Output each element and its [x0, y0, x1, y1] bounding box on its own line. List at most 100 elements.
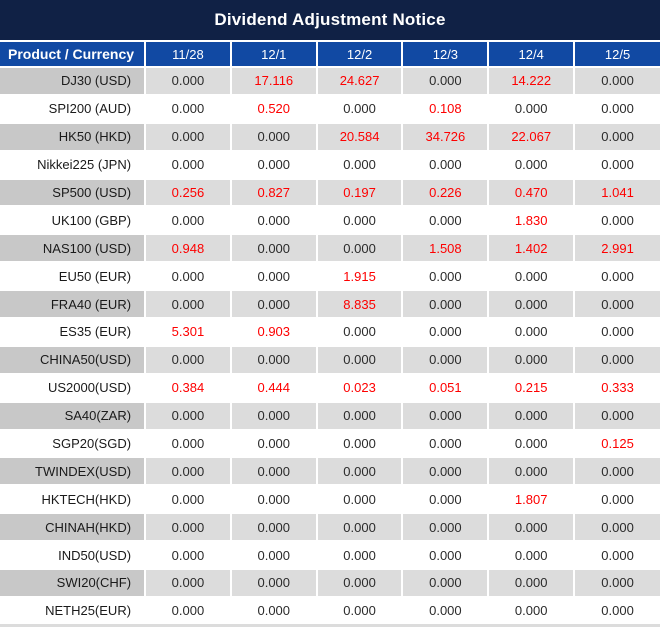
product-cell: HKTECH(HKD): [0, 484, 146, 514]
table-row: NETH25(EUR) 0.000 0.000 0.000 0.000 0.000 0.00…: [0, 595, 660, 624]
value-cell: 0.000: [315, 344, 403, 374]
value-cell: 0.000: [401, 261, 489, 291]
value-cell: 0.000: [573, 595, 660, 624]
value-cell: 0.000: [573, 317, 660, 346]
title-bar: Dividend Adjustment Notice: [0, 0, 660, 40]
table-row: HKTECH(HKD) 0.000 0.000 0.000 0.000 1.807 0.00…: [0, 484, 660, 514]
value-cell: 0.000: [229, 456, 317, 486]
col-header-product: Product / Currency: [0, 40, 146, 67]
value-cell: 2.991: [573, 233, 660, 263]
value-cell: 8.835: [315, 289, 403, 319]
table-row: FRA40 (EUR) 0.000 0.000 8.835 0.000 0.000 0.00…: [0, 289, 660, 319]
value-cell: 0.000: [573, 456, 660, 486]
value-cell: 0.023: [315, 372, 403, 402]
product-cell: ES35 (EUR): [0, 317, 146, 346]
value-cell: 0.000: [487, 261, 575, 291]
value-cell: 0.470: [487, 177, 575, 207]
value-cell: 0.000: [487, 93, 575, 123]
value-cell: 0.000: [401, 540, 489, 570]
value-cell: 0.000: [573, 205, 660, 235]
value-cell: 0.051: [401, 372, 489, 402]
value-cell: 0.000: [315, 512, 403, 542]
page-title: Dividend Adjustment Notice: [214, 10, 446, 29]
value-cell: 0.333: [573, 372, 660, 402]
product-cell: CHINAH(HKD): [0, 512, 146, 542]
value-cell: 0.000: [573, 484, 660, 514]
table-row: CHINA50(USD) 0.000 0.000 0.000 0.000 0.000 0.0…: [0, 344, 660, 374]
table-row: NAS100 (USD) 0.948 0.000 0.000 1.508 1.402 2.9…: [0, 233, 660, 263]
value-cell: 0.000: [315, 233, 403, 263]
value-cell: 0.000: [229, 205, 317, 235]
table-row: UK100 (GBP) 0.000 0.000 0.000 0.000 1.830 0.00…: [0, 205, 660, 235]
value-cell: 0.000: [401, 289, 489, 319]
value-cell: 0.000: [315, 595, 403, 624]
value-cell: 1.830: [487, 205, 575, 235]
value-cell: 0.000: [144, 261, 231, 291]
value-cell: 0.000: [487, 149, 575, 179]
value-cell: 0.000: [573, 568, 660, 597]
value-cell: 14.222: [487, 66, 575, 95]
col-header-date: 12/1: [229, 40, 317, 67]
value-cell: 0.000: [229, 512, 317, 542]
value-cell: 0.000: [401, 66, 489, 95]
value-cell: 0.000: [573, 540, 660, 570]
value-cell: 0.000: [229, 484, 317, 514]
table-row: ES35 (EUR) 5.301 0.903 0.000 0.000 0.000 0.000: [0, 317, 660, 346]
value-cell: 0.000: [229, 261, 317, 291]
product-cell: TWINDEX(USD): [0, 456, 146, 486]
product-cell: EU50 (EUR): [0, 261, 146, 291]
value-cell: 0.000: [315, 400, 403, 430]
value-cell: 0.000: [229, 289, 317, 319]
value-cell: 0.000: [144, 540, 231, 570]
value-cell: 0.000: [401, 512, 489, 542]
product-cell: SGP20(SGD): [0, 428, 146, 458]
col-header-date: 12/4: [487, 40, 575, 67]
value-cell: 1.402: [487, 233, 575, 263]
value-cell: 0.000: [144, 456, 231, 486]
value-cell: 0.000: [401, 344, 489, 374]
value-cell: 0.000: [401, 317, 489, 346]
value-cell: 0.000: [487, 400, 575, 430]
table-row: SP500 (USD) 0.256 0.827 0.197 0.226 0.470 1.04…: [0, 177, 660, 207]
value-cell: 0.000: [229, 149, 317, 179]
value-cell: 5.301: [144, 317, 231, 346]
value-cell: 0.000: [229, 595, 317, 624]
value-cell: 0.000: [487, 289, 575, 319]
bottom-strip: [0, 623, 660, 627]
value-cell: 0.000: [401, 400, 489, 430]
product-cell: IND50(USD): [0, 540, 146, 570]
value-cell: 0.000: [144, 400, 231, 430]
product-cell: HK50 (HKD): [0, 121, 146, 151]
value-cell: 0.000: [229, 568, 317, 597]
value-cell: 0.108: [401, 93, 489, 123]
value-cell: 0.000: [144, 484, 231, 514]
value-cell: 0.948: [144, 233, 231, 263]
value-cell: 0.000: [144, 289, 231, 319]
value-cell: 0.000: [144, 121, 231, 151]
value-cell: 0.215: [487, 372, 575, 402]
table-row: EU50 (EUR) 0.000 0.000 1.915 0.000 0.000 0.000: [0, 261, 660, 291]
value-cell: 0.000: [573, 512, 660, 542]
value-cell: 0.000: [401, 595, 489, 624]
table-row: HK50 (HKD) 0.000 0.000 20.584 34.726 22.067 0.…: [0, 121, 660, 151]
value-cell: 0.000: [401, 205, 489, 235]
value-cell: 0.000: [487, 428, 575, 458]
value-cell: 0.125: [573, 428, 660, 458]
product-cell: SA40(ZAR): [0, 400, 146, 430]
product-cell: UK100 (GBP): [0, 205, 146, 235]
value-cell: 0.000: [573, 400, 660, 430]
table-row: SPI200 (AUD) 0.000 0.520 0.000 0.108 0.000 0.0…: [0, 93, 660, 123]
table-header-row: Product / Currency 11/28 12/1 12/2 12/3 12/4…: [0, 40, 660, 67]
col-header-date: 11/28: [144, 40, 231, 67]
value-cell: 0.256: [144, 177, 231, 207]
value-cell: 0.000: [487, 512, 575, 542]
value-cell: 0.000: [315, 540, 403, 570]
value-cell: 0.000: [487, 568, 575, 597]
value-cell: 0.000: [401, 568, 489, 597]
product-cell: NETH25(EUR): [0, 595, 146, 624]
value-cell: 0.226: [401, 177, 489, 207]
value-cell: 0.827: [229, 177, 317, 207]
value-cell: 0.000: [315, 149, 403, 179]
table-body: DJ30 (USD) 0.000 17.116 24.627 0.000 14.222 0.…: [0, 66, 660, 624]
